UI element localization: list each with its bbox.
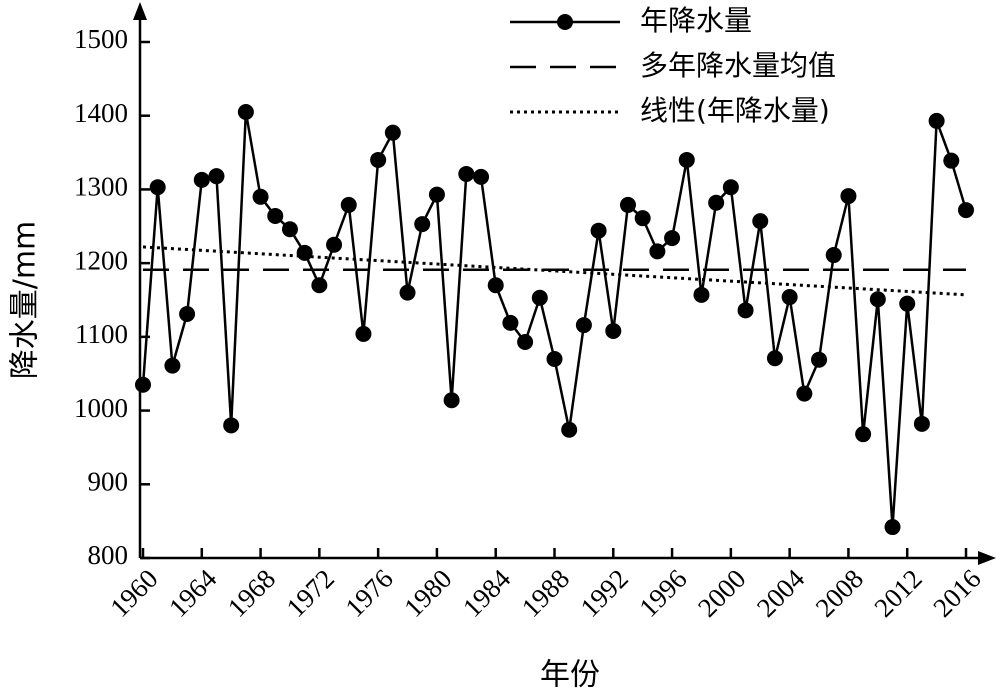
marker: [561, 421, 578, 438]
marker: [531, 289, 548, 306]
series-line: [142, 245, 967, 297]
marker: [766, 350, 783, 367]
marker: [458, 165, 475, 182]
x-tick-label: 2012: [868, 563, 927, 622]
marker: [502, 314, 519, 331]
marker: [811, 351, 828, 368]
marker: [869, 291, 886, 308]
marker: [943, 152, 960, 169]
y-tick-label: 1500: [74, 24, 128, 54]
marker: [208, 168, 225, 185]
marker: [135, 376, 151, 393]
x-tick-label: 1984: [457, 563, 517, 623]
y-axis-arrow: [133, 2, 147, 20]
marker: [340, 196, 357, 213]
marker: [473, 168, 490, 185]
marker: [590, 222, 607, 239]
legend-label: 多年降水量均值: [640, 49, 836, 82]
marker: [193, 171, 210, 188]
marker: [384, 124, 401, 141]
marker: [899, 295, 916, 312]
series-line: [141, 111, 968, 528]
marker: [223, 417, 240, 434]
y-tick-label: 1100: [75, 319, 128, 349]
marker: [737, 302, 754, 319]
x-tick-label: 1980: [398, 563, 457, 622]
marker: [678, 151, 695, 168]
marker: [884, 519, 901, 536]
y-tick-label: 1200: [74, 245, 128, 275]
marker: [164, 357, 181, 374]
x-axis-label: 年份: [540, 658, 600, 693]
marker: [399, 284, 416, 301]
marker: [722, 179, 739, 196]
marker: [517, 334, 534, 351]
x-tick-label: 1972: [281, 563, 340, 622]
legend-label: 年降水量: [640, 4, 752, 37]
marker: [252, 188, 269, 205]
marker: [311, 277, 328, 294]
x-tick-label: 2004: [751, 563, 811, 623]
x-tick-label: 1960: [104, 563, 163, 622]
y-tick-label: 1000: [74, 393, 128, 423]
marker: [370, 151, 387, 168]
marker: [237, 104, 254, 121]
marker: [179, 306, 196, 323]
x-tick-label: 2000: [692, 563, 751, 622]
marker: [575, 317, 592, 334]
marker: [664, 230, 681, 247]
marker: [428, 186, 445, 203]
legend-marker: [557, 14, 573, 30]
x-tick-label: 1996: [633, 563, 692, 622]
marker: [443, 392, 460, 409]
x-tick-label: 1968: [222, 563, 281, 622]
marker: [693, 286, 710, 303]
y-tick-label: 1400: [74, 98, 128, 128]
y-tick-label: 800: [88, 540, 129, 570]
y-tick-label: 900: [88, 466, 129, 496]
marker: [296, 244, 313, 261]
y-tick-label: 1300: [74, 172, 128, 202]
x-tick-label: 2008: [810, 563, 869, 622]
marker: [825, 247, 842, 264]
marker: [752, 213, 769, 230]
marker: [855, 426, 872, 443]
marker: [840, 188, 857, 205]
x-tick-label: 2016: [927, 563, 986, 622]
marker: [281, 221, 298, 238]
marker: [928, 112, 945, 129]
marker: [619, 196, 636, 213]
marker: [355, 325, 372, 342]
marker: [414, 216, 431, 233]
marker: [634, 210, 651, 227]
marker: [605, 322, 622, 339]
marker: [708, 194, 725, 211]
legend-label: 线性(年降水量): [640, 94, 830, 127]
marker: [149, 179, 166, 196]
x-tick-label: 1964: [163, 563, 223, 623]
x-axis-arrow: [978, 551, 996, 565]
x-tick-label: 1992: [575, 563, 634, 622]
marker: [326, 236, 343, 253]
marker: [781, 289, 798, 306]
marker: [267, 207, 284, 224]
marker: [913, 415, 930, 432]
marker: [546, 350, 563, 367]
y-axis-label: 降水量/mm: [8, 221, 43, 380]
x-tick-label: 1976: [339, 563, 398, 622]
marker: [796, 385, 813, 402]
marker: [958, 202, 975, 219]
marker: [487, 277, 504, 294]
marker: [649, 243, 666, 260]
x-tick-label: 1988: [516, 563, 575, 622]
